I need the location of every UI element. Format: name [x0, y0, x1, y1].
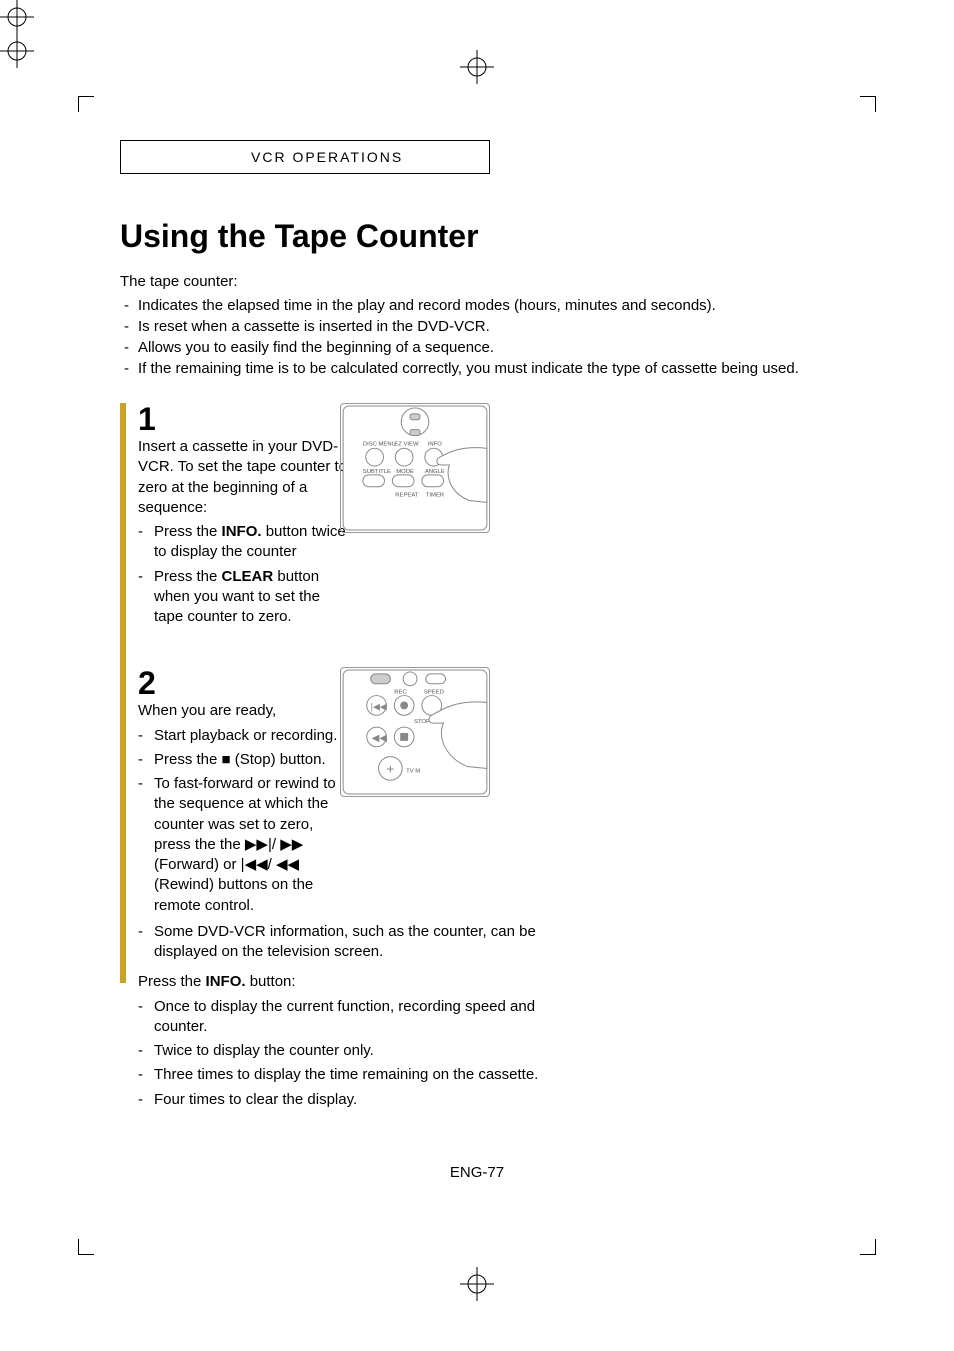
crop-mark — [78, 96, 94, 112]
step2-lead: When you are ready, — [138, 701, 350, 721]
intro-bullet: -If the remaining time is to be calculat… — [120, 358, 830, 379]
info-item: -Four times to clear the display. — [138, 1090, 588, 1110]
intro-bullet: -Is reset when a cassette is inserted in… — [120, 316, 830, 337]
registration-mark-left — [0, 0, 34, 34]
step1-sub: -Press the CLEAR button when you want to… — [138, 567, 350, 628]
crop-mark — [860, 1239, 876, 1255]
intro-bullet: -Allows you to easily find the beginning… — [120, 337, 830, 358]
step2-sub: -Some DVD-VCR information, such as the c… — [138, 922, 588, 963]
info-press-lead: Press the INFO. button: — [138, 972, 590, 992]
info-item: -Twice to display the counter only. — [138, 1041, 588, 1061]
svg-text:INFO: INFO — [428, 441, 442, 447]
info-item: -Three times to display the time remaini… — [138, 1065, 588, 1085]
svg-text:+: + — [386, 762, 394, 777]
svg-text:REPEAT: REPEAT — [395, 493, 419, 499]
svg-text:SUBTITLE: SUBTITLE — [363, 469, 391, 475]
section-header-text: VCR OPERATIONS — [251, 149, 403, 165]
registration-mark-top — [460, 50, 494, 84]
svg-text:TIMER: TIMER — [426, 493, 444, 499]
step2-sub: -Press the ■ (Stop) button. — [138, 750, 350, 770]
crop-mark — [860, 96, 876, 112]
section-header: VCR OPERATIONS — [120, 140, 490, 174]
svg-text:REC: REC — [394, 690, 407, 696]
step1-sub: -Press the INFO. button twice to display… — [138, 522, 350, 563]
page-title: Using the Tape Counter — [120, 218, 830, 255]
registration-mark-bottom — [460, 1267, 494, 1301]
step-number-1: 1 — [138, 403, 350, 435]
svg-text:ANGLE: ANGLE — [425, 469, 445, 475]
registration-mark-right — [0, 34, 34, 68]
svg-text:SPEED: SPEED — [424, 690, 444, 696]
svg-text:EZ VIEW: EZ VIEW — [394, 441, 419, 447]
intro-bullet: -Indicates the elapsed time in the play … — [120, 295, 830, 316]
crop-mark — [78, 1239, 94, 1255]
intro-lead: The tape counter: — [120, 271, 830, 292]
step2-sub: -Start playback or recording. — [138, 726, 350, 746]
step1-text: Insert a cassette in your DVD-VCR. To se… — [138, 437, 350, 518]
svg-text:MODE: MODE — [396, 469, 414, 475]
step-number-2: 2 — [138, 667, 350, 699]
svg-text:◀◀: ◀◀ — [372, 733, 388, 744]
svg-text:DISC MENU: DISC MENU — [363, 441, 396, 447]
svg-text:TV M: TV M — [406, 769, 420, 775]
remote-illustration-2: REC SPEED |◀◀ STOP ◀◀ + TV M — [340, 667, 490, 797]
page-number: ENG-77 — [0, 1164, 954, 1181]
svg-text:STOP: STOP — [414, 719, 430, 725]
remote-illustration-1: DISC MENU EZ VIEW INFO SUBTITLE MODE ANG… — [340, 403, 490, 533]
step2-sub: -To fast-forward or rewind to the sequen… — [138, 774, 350, 916]
info-item: -Once to display the current function, r… — [138, 997, 588, 1038]
svg-text:|◀◀: |◀◀ — [371, 702, 387, 712]
